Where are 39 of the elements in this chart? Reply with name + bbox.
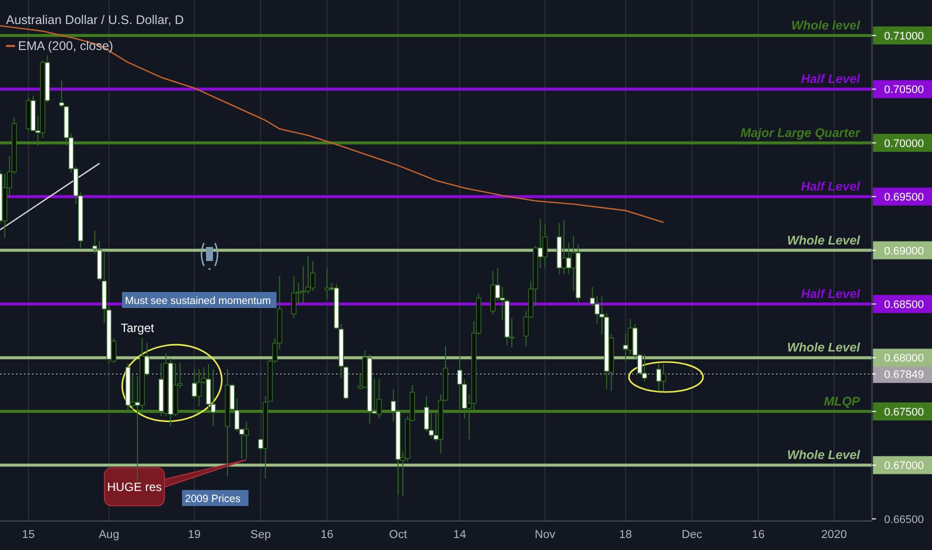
annotation: Target	[120, 320, 155, 335]
x-tick-label: 18	[619, 529, 632, 541]
y-tick-label: 0.68000	[884, 352, 924, 365]
y-tick-label: 0.67500	[884, 406, 924, 418]
x-tick-label: 19	[188, 529, 201, 541]
y-tick-label: 0.67849	[884, 368, 924, 381]
line-series	[0, 25, 664, 224]
y-tick-label: 0.70000	[884, 138, 924, 150]
ref-line-label: Half Level	[800, 72, 861, 86]
x-tick-label: Sep	[250, 529, 271, 541]
ref-line-label: Half Level	[800, 180, 861, 194]
x-tick-label: 2020	[821, 529, 847, 541]
ref-line-label: Major Large Quarter	[740, 126, 862, 140]
x-tick-label: 15	[22, 529, 35, 541]
candlestick	[324, 267, 330, 300]
annotation: Must see sustained momentum	[125, 294, 272, 307]
x-tick-label: Dec	[682, 529, 702, 541]
x-tick-label: Oct	[389, 529, 408, 541]
annotation: 2009 Prices	[185, 492, 240, 505]
x-tick-label: 16	[320, 529, 334, 541]
ref-line-label: Whole Level	[787, 448, 861, 462]
ref-line-label: MLQP	[824, 394, 861, 408]
y-tick-label: 0.69000	[884, 245, 924, 258]
y-tick-label: 0.68500	[884, 299, 924, 312]
ref-line-label: Whole Level	[787, 340, 861, 355]
text: Australian Dollar / U.S. Dollar, D	[6, 13, 184, 27]
y-tick-label: 0.69500	[884, 192, 924, 204]
ref-line-label: Whole level	[791, 18, 861, 32]
x-tick-label: 16	[752, 529, 765, 541]
x-tick-label: Nov	[534, 529, 556, 541]
y-tick-label: 0.67000	[884, 460, 924, 472]
x-tick-label: Aug	[98, 529, 120, 541]
x-tick-label: 14	[453, 529, 467, 541]
ref-line-label: Half Level	[800, 287, 861, 302]
annotation: HUGE res	[107, 480, 162, 494]
y-tick-label: 0.71000	[884, 30, 924, 42]
y-tick-label: 0.66500	[884, 514, 924, 526]
ref-line-label: Whole Level	[787, 233, 861, 248]
y-tick-label: 0.70500	[884, 84, 924, 96]
